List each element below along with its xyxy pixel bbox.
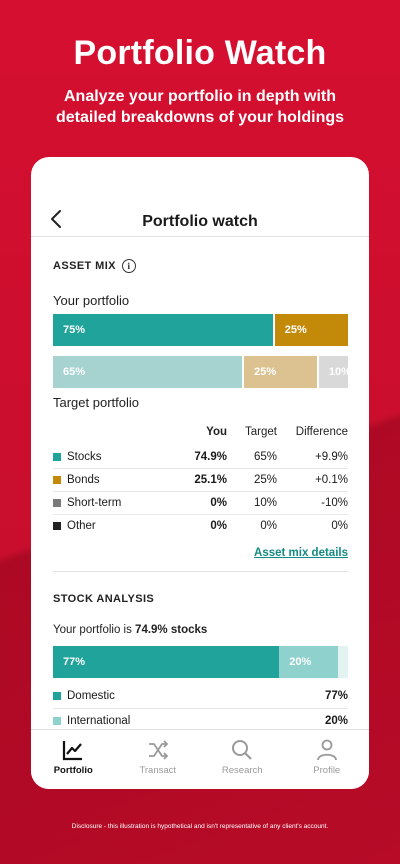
stock-analysis-list: Domestic 77% International 20% [53,684,348,733]
your-bar-segment: 25% [274,314,348,346]
stock-bar-segment: 20% [279,646,338,678]
stock-summary-prefix: Your portfolio is [53,624,136,636]
stock-summary: Your portfolio is 74.9% stocks [53,624,348,636]
you-value: 0% [177,491,227,515]
region-label: Domestic [67,690,115,702]
portfolio-chart-icon [63,741,83,761]
target-portfolio-label: Target portfolio [53,395,139,410]
asset-class-name: Other [53,514,177,537]
legend-swatch [53,521,61,530]
stock-analysis-heading: STOCK ANALYSIS [53,593,348,605]
nav-item-transact[interactable]: Transact [116,730,201,789]
target-value: 25% [227,468,277,492]
asset-mix-heading-text: ASSET MIX [53,260,116,272]
screen-title: Portfolio watch [142,213,258,230]
profile-person-icon [316,739,337,761]
your-portfolio-bar: 75% 25% [53,314,348,346]
stock-analysis-bar: 77% 20% [53,646,348,678]
nav-label: Research [221,765,263,776]
stock-summary-value: 74.9% stocks [135,624,208,636]
nav-label: Portfolio [53,765,93,776]
stock-bar-segment [338,646,348,678]
legend-swatch [53,691,61,700]
asset-class-name: Stocks [53,446,177,469]
region-value: 20% [324,715,348,727]
nav-label: Profile [313,765,341,776]
asset-mix-details-link[interactable]: Asset mix details [254,547,348,559]
region-value: 77% [324,690,348,702]
back-chevron-icon[interactable] [49,209,65,229]
transact-arrows-icon [148,740,169,760]
col-you: You [206,426,227,438]
asset-mix-table: You Target Difference Stocks 74.9% 65% +9.9… [53,426,348,537]
legend-swatch [53,498,61,507]
nav-label: Transact [139,765,177,776]
target-portfolio-bar: 65% 25% 10% [53,356,351,388]
legend-swatch [53,452,61,461]
target-value: 0% [227,514,277,537]
target-bar-segment: 65% [53,356,243,388]
stock-analysis-row: International 20% [53,708,348,733]
difference-value: -10% [277,491,348,515]
disclosure-text: Disclosure - this illustration is hypoth… [71,823,329,830]
you-value: 25.1% [177,468,227,492]
top-bar: Portfolio watch [31,157,369,237]
asset-class-name: Bonds [53,468,177,492]
asset-class-label: Other [67,520,96,532]
info-icon[interactable]: i [121,259,136,273]
region-label: International [67,715,131,727]
target-bar-segment: 25% [244,356,317,388]
asset-class-name: Short-term [53,491,177,515]
asset-class-label: Short-term [67,497,122,509]
legend-swatch [53,475,61,484]
section-divider [53,571,348,572]
bottom-navigation: Portfolio Transact Research Profile [31,729,369,789]
asset-mix-heading: ASSET MIX i [53,259,348,273]
nav-item-profile[interactable]: Profile [285,730,370,789]
search-icon [232,740,253,760]
asset-class-label: Stocks [67,451,102,463]
difference-value: +9.9% [315,451,348,463]
you-value: 0% [177,514,227,537]
asset-mix-row: Other 0% 0% 0% [53,514,348,537]
your-portfolio-label: Your portfolio [53,293,130,308]
hero-subtitle: Analyze your portfolio in depth with det… [55,88,345,126]
target-value: 10% [227,491,277,515]
asset-mix-row: Short-term 0% 10% -10% [53,491,348,515]
legend-swatch [53,716,61,725]
asset-mix-row: Stocks 74.9% 65% +9.9% [53,446,348,469]
target-value: 65% [253,451,277,463]
your-bar-segment: 75% [53,314,273,346]
difference-value: +0.1% [277,468,348,492]
phone-screen: Portfolio watch ASSET MIX i Your portfol… [31,157,369,789]
hero-title: Portfolio Watch [73,34,327,72]
asset-mix-row: Bonds 25.1% 25% +0.1% [53,468,348,492]
target-bar-segment: 10% [318,356,351,388]
difference-value: 0% [277,514,348,537]
col-target: Target [245,426,277,438]
asset-class-label: Bonds [67,474,100,486]
stock-analysis-heading-text: STOCK ANALYSIS [53,593,155,605]
you-value: 74.9% [194,451,227,463]
col-difference: Difference [295,426,348,438]
stock-analysis-row: Domestic 77% [53,684,348,708]
nav-item-research[interactable]: Research [200,730,285,789]
stock-bar-segment: 77% [53,646,280,678]
nav-item-portfolio[interactable]: Portfolio [31,730,116,789]
